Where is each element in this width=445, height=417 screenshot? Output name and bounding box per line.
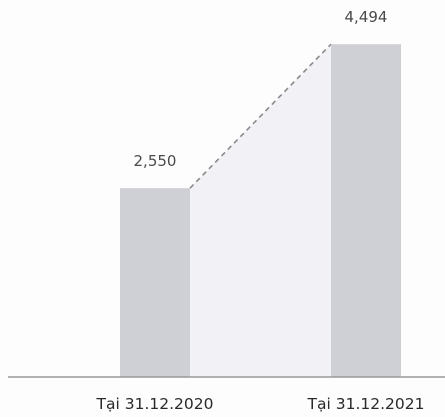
data-label-1: 2,550 [134, 152, 177, 170]
x-tick-label-2: Tại 31.12.2021 [307, 395, 425, 413]
labels: 2,550 4,494 Tại 31.12.2020 Tại 31.12.2021 [96, 8, 425, 413]
bar-2 [331, 44, 401, 377]
connector-dashed-line [189, 43, 332, 189]
plot-area [120, 43, 401, 377]
data-label-2: 4,494 [345, 8, 388, 26]
connector-area [190, 44, 331, 377]
bar-1 [120, 188, 190, 377]
x-tick-label-1: Tại 31.12.2020 [96, 395, 214, 413]
